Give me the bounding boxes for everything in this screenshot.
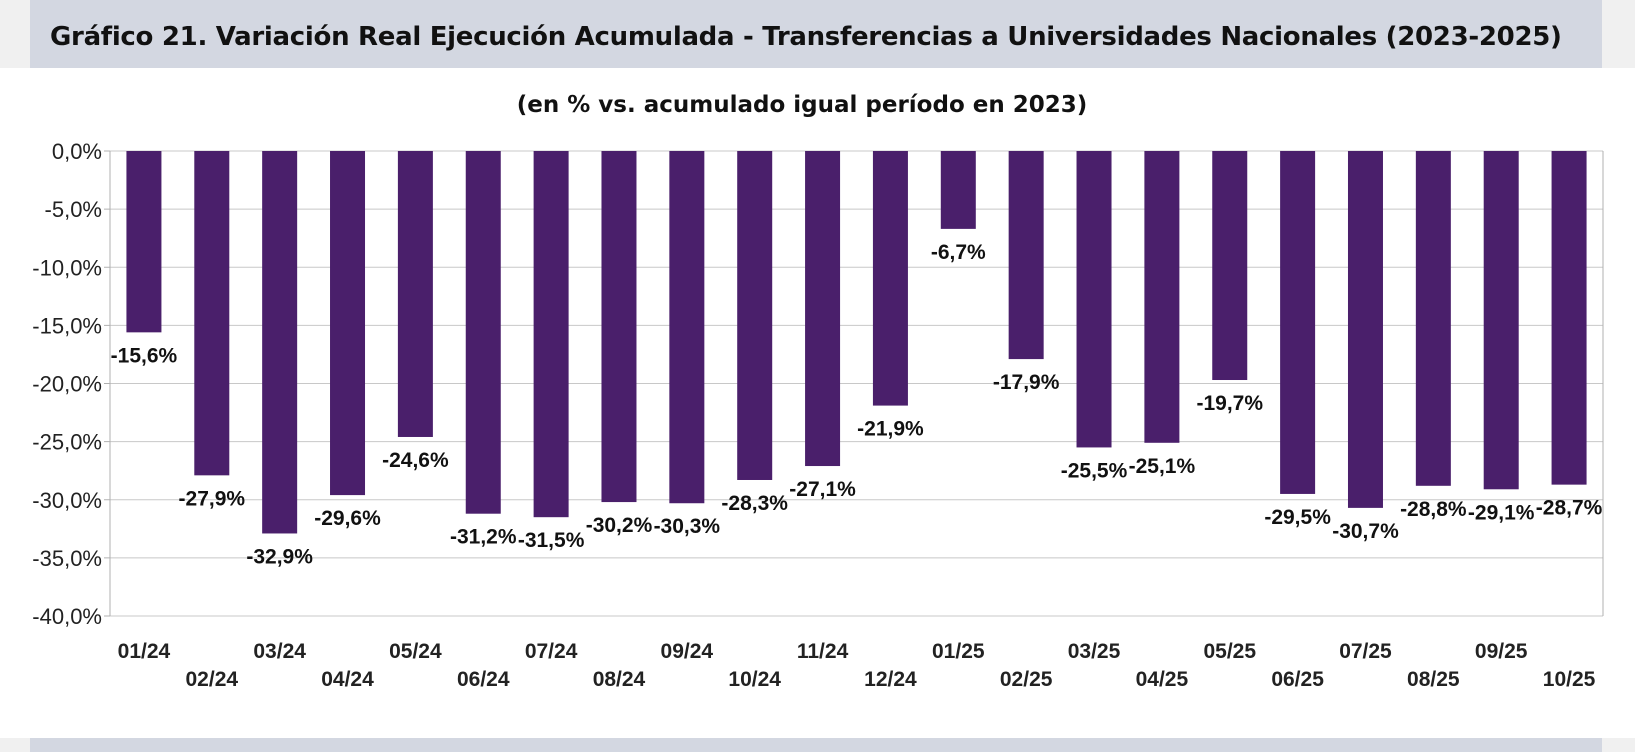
bar-03-24 <box>262 151 298 534</box>
bar-02-24 <box>194 151 230 476</box>
chart-title: Gráfico 21. Variación Real Ejecución Acu… <box>50 22 1562 52</box>
bar-06-25 <box>1280 151 1316 494</box>
data-label: -21,9% <box>857 418 924 441</box>
bar-07-25 <box>1347 151 1383 508</box>
y-tick-label: -10,0% <box>32 255 102 280</box>
y-tick-label: -20,0% <box>32 372 102 397</box>
x-tick-label: 10/24 <box>728 668 781 691</box>
bar-05-25 <box>1212 151 1248 381</box>
bar-04-25 <box>1144 151 1180 443</box>
data-label: -28,3% <box>721 492 788 515</box>
x-tick-label: 09/24 <box>661 640 714 663</box>
bar-01-25 <box>940 151 976 229</box>
x-tick-label: 09/25 <box>1475 640 1528 663</box>
data-label: -29,6% <box>314 507 381 530</box>
y-tick-label: -35,0% <box>32 546 102 571</box>
data-labels: -15,6% -27,9% -32,9%-29,6% -24,6% -31,2% -31,… <box>111 241 1603 569</box>
bar-03-25 <box>1076 151 1112 448</box>
y-axis-ticks: 0,0% -5,0% -10,0% -15,0% -20,0% -25,0% -30,0% -… <box>32 139 102 629</box>
chart-subtitle: (en % vs. acumulado igual período en 202… <box>517 92 1088 118</box>
x-tick-label: 03/24 <box>253 640 306 663</box>
data-label: -17,9% <box>993 371 1060 394</box>
x-tick-label: 03/25 <box>1068 640 1121 663</box>
x-tick-label: 08/24 <box>593 668 646 691</box>
bars <box>126 151 1587 534</box>
bar-09-25 <box>1483 151 1519 490</box>
bar-11-24 <box>805 151 841 467</box>
bar-05-24 <box>397 151 433 437</box>
bar-01-24 <box>126 151 162 333</box>
x-tick-label: 06/25 <box>1271 668 1324 691</box>
data-label: -29,5% <box>1264 506 1331 529</box>
x-tick-label: 01/25 <box>932 640 985 663</box>
data-label: -27,1% <box>789 478 856 501</box>
x-tick-label: 12/24 <box>864 668 917 691</box>
x-tick-label: 02/24 <box>186 668 239 691</box>
data-label: -30,3% <box>654 515 721 538</box>
bar-04-24 <box>330 151 366 496</box>
data-label: -28,7% <box>1536 497 1603 520</box>
x-tick-label: 08/25 <box>1407 668 1460 691</box>
x-tick-label: 07/24 <box>525 640 578 663</box>
data-label: -31,2% <box>450 526 517 549</box>
y-tick-label: 0,0% <box>52 139 102 164</box>
bar-chart: 0,0%-5,0%-10,0%-15,0%-20,0%-25,0%-30,0%-… <box>32 92 1604 691</box>
bar-10-25 <box>1551 151 1587 485</box>
x-axis-ticks: 01/24 02/24 03/24 04/24 05/24 06/24 07/24 08/24… <box>118 640 1596 691</box>
footer-band <box>30 738 1602 752</box>
data-label: -6,7% <box>931 241 986 264</box>
x-tick-label: 10/25 <box>1543 668 1596 691</box>
data-label: -30,7% <box>1332 520 1399 543</box>
data-label: -15,6% <box>111 344 178 367</box>
bar-09-24 <box>669 151 705 504</box>
x-tick-label: 04/25 <box>1136 668 1189 691</box>
bar-12-24 <box>872 151 908 406</box>
bar-06-24 <box>465 151 501 514</box>
x-tick-label: 06/24 <box>457 668 510 691</box>
x-tick-label: 05/25 <box>1203 640 1256 663</box>
x-tick-label: 04/24 <box>321 668 374 691</box>
bar-07-24 <box>533 151 569 518</box>
data-label: -24,6% <box>382 449 449 472</box>
data-label: -19,7% <box>1196 392 1263 415</box>
y-tick-label: -25,0% <box>32 430 102 455</box>
x-tick-label: 02/25 <box>1000 668 1053 691</box>
header-band <box>30 0 1602 68</box>
data-label: -25,5% <box>1061 459 1128 482</box>
bar-08-25 <box>1415 151 1451 486</box>
data-label: -32,9% <box>246 545 313 568</box>
x-tick-label: 07/25 <box>1339 640 1392 663</box>
y-tick-label: -30,0% <box>32 488 102 513</box>
bar-08-24 <box>601 151 637 503</box>
x-tick-label: 01/24 <box>118 640 171 663</box>
data-label: -30,2% <box>586 514 653 537</box>
data-label: -27,9% <box>179 487 246 510</box>
y-tick-label: -40,0% <box>32 604 102 629</box>
bar-02-25 <box>1008 151 1044 360</box>
x-tick-label: 11/24 <box>797 640 849 663</box>
y-tick-label: -15,0% <box>32 313 102 338</box>
chart-area: 0,0% -5,0% -10,0% -15,0% -20,0% -25,0% -30,0% -… <box>0 68 1635 738</box>
x-tick-label: 05/24 <box>389 640 442 663</box>
data-label: -28,8% <box>1400 498 1467 521</box>
data-label: -25,1% <box>1129 455 1196 478</box>
data-label: -31,5% <box>518 529 585 552</box>
y-tick-label: -5,0% <box>45 197 102 222</box>
data-label: -29,1% <box>1468 501 1535 524</box>
bar-10-24 <box>737 151 773 480</box>
